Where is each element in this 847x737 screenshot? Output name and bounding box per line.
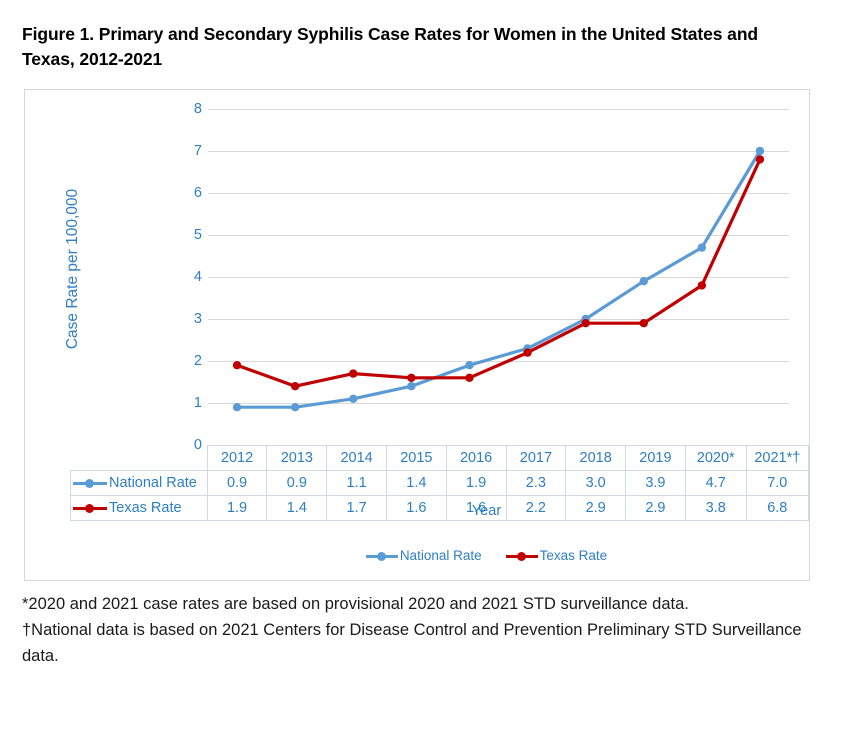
- table-row-series-label: National Rate: [70, 470, 208, 496]
- table-column-header-year: 2016: [445, 445, 507, 471]
- gridline: [208, 151, 789, 152]
- table-cell-value: 7.0: [745, 470, 810, 496]
- table-header-row: 2012 2013 2014 2015 2016 2017 2018 2019 2020* 202…: [71, 445, 810, 471]
- data-point-marker: [639, 319, 648, 328]
- line-series-svg: [232, 146, 765, 412]
- table-column-header-year: 2012: [206, 445, 268, 471]
- data-point-marker: [407, 373, 416, 382]
- table-cell-value: 3.0: [565, 470, 627, 496]
- series-name-label: Texas Rate: [109, 500, 182, 517]
- table-column-header-year: 2017: [505, 445, 567, 471]
- legend-key-dot: [376, 552, 386, 562]
- y-axis-tick-label: 6: [193, 185, 202, 201]
- gridline: [208, 235, 789, 236]
- data-point-marker: [349, 369, 358, 378]
- data-point-marker: [465, 361, 474, 370]
- table-cell-value: 1.6: [385, 495, 447, 521]
- data-point-marker: [232, 403, 242, 412]
- data-point-marker: [407, 382, 416, 391]
- y-axis-tick-label: 2: [193, 353, 202, 369]
- data-point-marker: [581, 319, 590, 328]
- table-cell-value: 0.9: [266, 470, 328, 496]
- table-column-header-year: 2015: [385, 445, 447, 471]
- legend-key-icon: [365, 550, 398, 562]
- y-axis-tick-label: 4: [193, 269, 202, 285]
- table-cell-value: 1.9: [206, 495, 268, 521]
- table-cell-value: 1.6: [445, 495, 507, 521]
- gridline: [208, 109, 789, 110]
- table-cell-value: 0.9: [206, 470, 268, 496]
- table-cell-value: 3.8: [684, 495, 747, 521]
- series-line: [235, 157, 762, 388]
- legend-entry[interactable]: National Rate: [365, 548, 482, 563]
- y-axis-tick-label: 8: [193, 101, 202, 117]
- footnotes: *2020 and 2021 case rates are based on p…: [22, 591, 812, 669]
- gridline: [208, 403, 789, 404]
- table-column-header-year: 2021*†: [745, 445, 810, 471]
- y-axis-tick-label: 1: [193, 395, 202, 411]
- table-cell-value: 2.3: [505, 470, 567, 496]
- legend-key-dot: [85, 504, 94, 514]
- table-column-header-year: 2013: [266, 445, 328, 471]
- table-cell-value: 1.1: [326, 470, 387, 496]
- y-axis-tick-label: 7: [193, 143, 202, 159]
- table-cell-value: 2.9: [565, 495, 627, 521]
- chart-legend: National Rate Texas Rate: [184, 548, 789, 563]
- data-point-marker: [465, 373, 474, 382]
- footnote-asterisk: *2020 and 2021 case rates are based on p…: [22, 595, 689, 613]
- footnote-dagger: †National data is based on 2021 Centers …: [22, 621, 802, 665]
- table-cell-value: 1.9: [445, 470, 507, 496]
- table-cell-value: 3.9: [625, 470, 686, 496]
- data-point-marker: [523, 348, 532, 357]
- legend-label: Texas Rate: [539, 548, 608, 563]
- series-line: [235, 149, 762, 409]
- data-table: 2012 2013 2014 2015 2016 2017 2018 2019 2020* 202…: [70, 445, 810, 521]
- legend-label: National Rate: [399, 548, 482, 563]
- table-column-header-year: 2018: [565, 445, 627, 471]
- series-legend-key-icon: [73, 477, 107, 489]
- y-axis-tick-label: 0: [193, 437, 202, 453]
- table-row: Texas Rate 1.9 1.4 1.7 1.6 1.6 2.2 2.9 2.9 3.8 6.8: [70, 495, 810, 521]
- table-column-header-year: 2020*: [684, 445, 747, 471]
- table-column-header-year: 2019: [625, 445, 686, 471]
- x-axis-title: Year: [471, 503, 502, 519]
- y-axis-tick-label: 3: [193, 311, 202, 327]
- gridline: [208, 193, 789, 194]
- legend-key-dot: [516, 552, 526, 562]
- data-point-marker: [755, 155, 765, 164]
- table-cell-value: 1.7: [326, 495, 387, 521]
- plot-area: 0 1 2 3 4 5 6 7 8: [184, 101, 789, 453]
- data-point-marker: [639, 277, 648, 286]
- series-name-label: National Rate: [109, 475, 197, 492]
- table-cell-value: 2.9: [625, 495, 686, 521]
- page-title: Figure 1. Primary and Secondary Syphilis…: [22, 24, 758, 69]
- table-cell-value: 2.2: [505, 495, 567, 521]
- table-row-series-label: Texas Rate: [70, 495, 208, 521]
- data-point-marker: [755, 146, 765, 156]
- table-cell-value: 1.4: [266, 495, 328, 521]
- data-point-marker: [349, 394, 358, 403]
- table-cell-value: 4.7: [684, 470, 747, 496]
- data-point-marker: [290, 382, 300, 391]
- y-axis-title: Case Rate per 100,000: [64, 188, 81, 350]
- gridline: [208, 319, 789, 320]
- data-point-marker: [697, 281, 707, 290]
- legend-key-icon: [505, 550, 538, 562]
- gridline: [208, 277, 789, 278]
- gridline: [208, 361, 789, 362]
- data-point-marker: [697, 243, 707, 252]
- data-point-marker: [232, 361, 242, 370]
- table-cell-value: 6.8: [745, 495, 810, 521]
- table-column-header-year: 2014: [326, 445, 387, 471]
- table-row: National Rate 0.9 0.9 1.1 1.4 1.9 2.3 3.0 3.9 4.7…: [70, 470, 810, 496]
- data-point-marker: [290, 403, 300, 412]
- y-axis-tick-label: 5: [193, 227, 202, 243]
- chart-container: Case Rate per 100,000 0 1 2 3 4 5 6 7 8 2012 2013…: [24, 89, 810, 581]
- legend-key-dot: [85, 479, 94, 489]
- series-legend-key-icon: [73, 502, 107, 514]
- table-cell-value: 1.4: [385, 470, 447, 496]
- table-corner-cell: [71, 446, 208, 471]
- legend-entry[interactable]: Texas Rate: [505, 548, 608, 563]
